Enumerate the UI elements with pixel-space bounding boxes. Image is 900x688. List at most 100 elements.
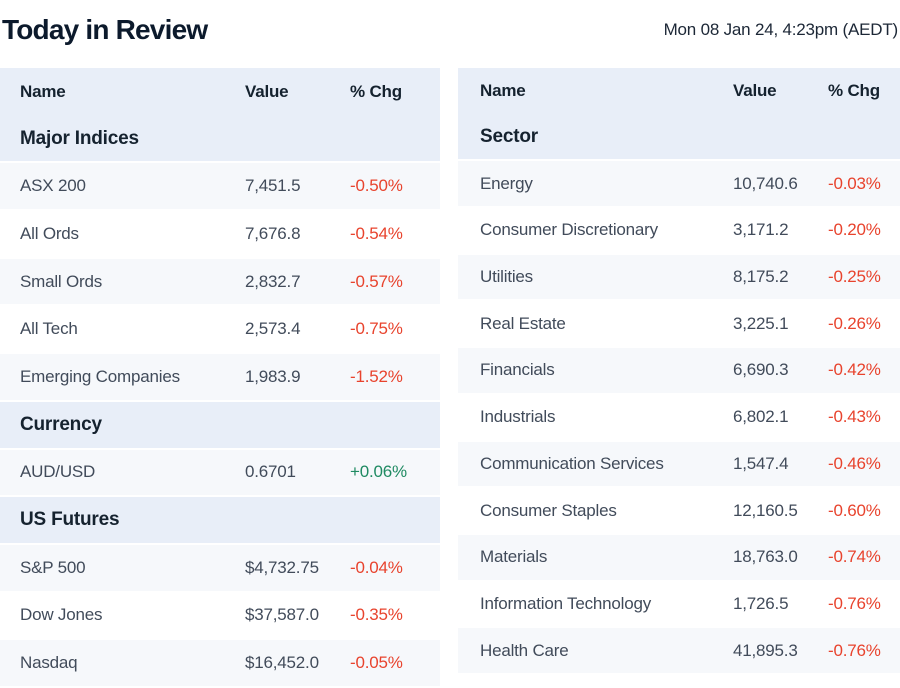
row-chg: -0.03% [828, 173, 881, 193]
row-name: Financials [480, 360, 555, 380]
row-chg: -0.43% [828, 407, 881, 427]
row-value: 7,451.5 [245, 176, 301, 196]
row-chg: -0.04% [350, 557, 403, 577]
row-chg: -1.52% [350, 366, 403, 386]
row-name: ASX 200 [20, 176, 86, 196]
row-name: Real Estate [480, 313, 566, 333]
row-name: S&P 500 [20, 557, 86, 577]
column-header-value: Value [733, 81, 777, 101]
table-row-aud-usd: AUD/USD 0.6701 +0.06% [0, 449, 440, 498]
table-row-emerging-companies: Emerging Companies 1,983.9 -1.52% [0, 354, 440, 402]
section-label: Major Indices [20, 127, 139, 149]
row-value: 41,895.3 [733, 640, 798, 660]
row-chg: -0.26% [828, 313, 881, 333]
row-name: Emerging Companies [20, 366, 180, 386]
row-value: 1,983.9 [245, 366, 301, 386]
row-name: Consumer Staples [480, 500, 617, 520]
table-row-all-tech: All Tech 2,573.4 -0.75% [0, 306, 440, 355]
row-chg: -0.05% [350, 653, 403, 673]
row-chg: -0.35% [350, 605, 403, 625]
table-row-health-care: Health Care 41,895.3 -0.76% [458, 628, 900, 675]
row-chg: -0.75% [350, 319, 403, 339]
row-chg: -0.76% [828, 593, 881, 613]
row-chg: -0.54% [350, 223, 403, 243]
row-value: 2,573.4 [245, 319, 301, 339]
row-name: Dow Jones [20, 605, 103, 625]
row-value: 3,225.1 [733, 313, 789, 333]
row-chg: -0.25% [828, 267, 881, 287]
column-header-name: Name [480, 81, 526, 101]
table-row-asx-200: ASX 200 7,451.5 -0.50% [0, 163, 440, 212]
column-header-value: Value [245, 81, 289, 101]
row-chg: -0.76% [828, 640, 881, 660]
row-value: 0.6701 [245, 462, 296, 482]
row-value: 12,160.5 [733, 500, 798, 520]
column-header-chg: % Chg [350, 81, 402, 101]
section-header-us-futures: US Futures [0, 497, 440, 545]
row-chg: -0.74% [828, 547, 881, 567]
table-row-consumer-staples: Consumer Staples 12,160.5 -0.60% [458, 488, 900, 535]
row-value: 18,763.0 [733, 547, 798, 567]
table-row-all-ords: All Ords 7,676.8 -0.54% [0, 211, 440, 259]
row-chg: -0.60% [828, 500, 881, 520]
row-chg: -0.57% [350, 271, 403, 291]
page-title: Today in Review [2, 14, 208, 45]
row-name: Nasdaq [20, 653, 78, 673]
row-chg: -0.46% [828, 453, 881, 473]
row-value: $16,452.0 [245, 653, 319, 673]
row-value: 1,547.4 [733, 453, 789, 473]
row-chg: -0.42% [828, 360, 881, 380]
row-name: All Ords [20, 223, 79, 243]
row-value: 6,802.1 [733, 407, 789, 427]
row-name: Industrials [480, 407, 556, 427]
section-label: US Futures [20, 509, 120, 531]
table-header-row: Name Value % Chg [458, 68, 900, 115]
table-row-dow-jones: Dow Jones $37,587.0 -0.35% [0, 592, 440, 641]
row-chg: -0.20% [828, 220, 881, 240]
section-label: Sector [480, 126, 538, 148]
table-row-communication-services: Communication Services 1,547.4 -0.46% [458, 441, 900, 489]
table-header-row: Name Value % Chg [0, 68, 440, 116]
table-row-industrials: Industrials 6,802.1 -0.43% [458, 394, 900, 442]
row-name: Health Care [480, 640, 569, 660]
panel-header: Today in Review Mon 08 Jan 24, 4:23pm (A… [0, 0, 900, 68]
sectors-table: Name Value % Chg Sector Energy 10,740.6 -0.03%… [458, 68, 900, 688]
row-name: AUD/USD [20, 462, 96, 482]
row-value: 2,832.7 [245, 271, 301, 291]
table-row-financials: Financials 6,690.3 -0.42% [458, 348, 900, 395]
row-name: Energy [480, 173, 533, 193]
column-header-chg: % Chg [828, 81, 880, 101]
section-label: Currency [20, 413, 102, 435]
row-value: $4,732.75 [245, 557, 319, 577]
row-value: 1,726.5 [733, 593, 789, 613]
section-header-sector: Sector [458, 114, 900, 162]
table-row-consumer-discretionary: Consumer Discretionary 3,171.2 -0.20% [458, 208, 900, 255]
row-value: 8,175.2 [733, 267, 789, 287]
column-header-name: Name [20, 81, 66, 101]
table-row-materials: Materials 18,763.0 -0.74% [458, 534, 900, 582]
row-name: Communication Services [480, 453, 664, 473]
row-name: Materials [480, 547, 548, 567]
section-header-major-indices: Major Indices [0, 115, 440, 164]
timestamp: Mon 08 Jan 24, 4:23pm (AEDT) [663, 20, 899, 39]
table-row-information-technology: Information Technology 1,726.5 -0.76% [458, 581, 900, 629]
table-row-nasdaq: Nasdaq $16,452.0 -0.05% [0, 640, 440, 688]
row-name: Consumer Discretionary [480, 220, 658, 240]
row-name: Information Technology [480, 593, 652, 613]
indices-table: Name Value % Chg Major Indices ASX 200 7,451.… [0, 68, 440, 688]
row-value: 7,676.8 [245, 223, 301, 243]
table-row-real-estate: Real Estate 3,225.1 -0.26% [458, 301, 900, 349]
row-value: 6,690.3 [733, 360, 789, 380]
row-name: All Tech [20, 319, 78, 339]
row-value: 10,740.6 [733, 173, 798, 193]
row-chg: +0.06% [350, 462, 407, 482]
row-name: Utilities [480, 267, 533, 287]
table-row-small-ords: Small Ords 2,832.7 -0.57% [0, 258, 440, 307]
row-name: Small Ords [20, 271, 103, 291]
row-value: 3,171.2 [733, 220, 789, 240]
table-row-energy: Energy 10,740.6 -0.03% [458, 161, 900, 209]
table-row-utilities: Utilities 8,175.2 -0.25% [458, 254, 900, 302]
tables-container: Name Value % Chg Major Indices ASX 200 7,451.… [0, 68, 900, 688]
row-value: $37,587.0 [245, 605, 319, 625]
